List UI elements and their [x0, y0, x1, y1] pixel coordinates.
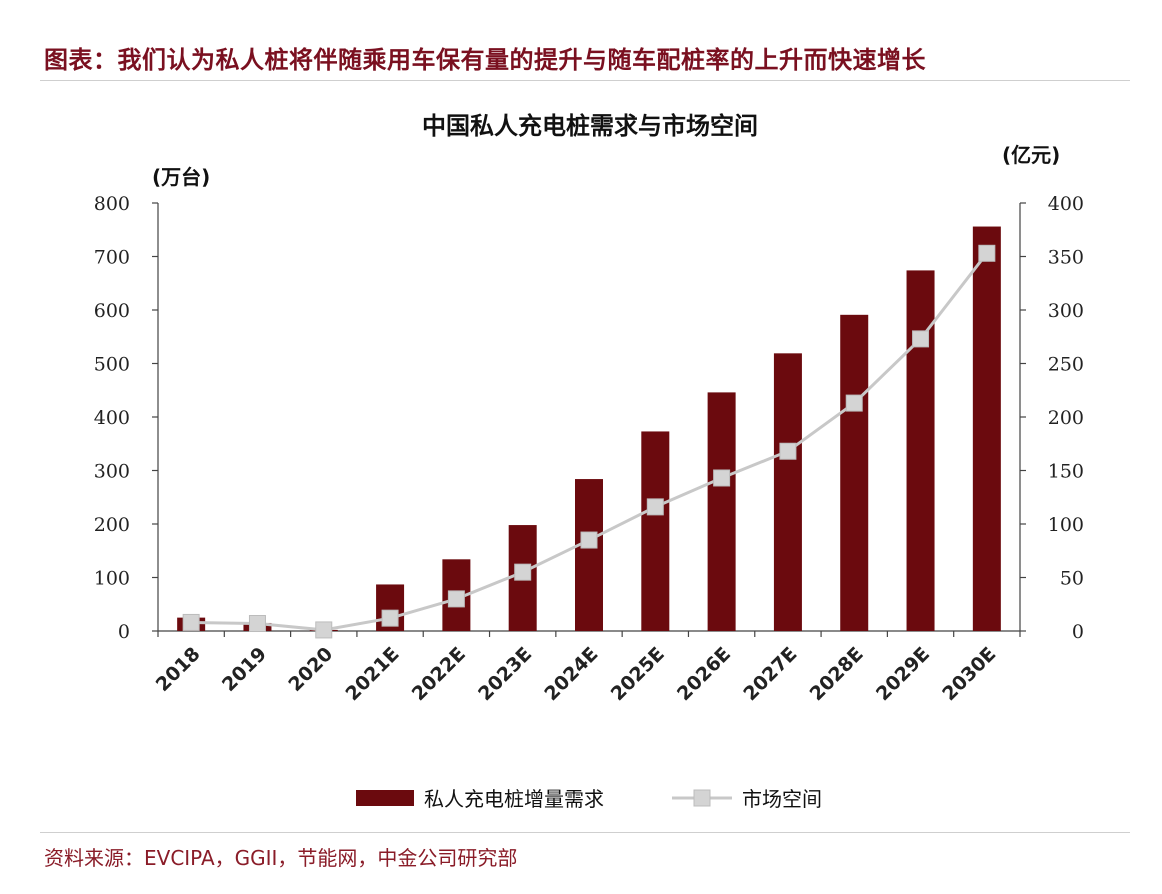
line-marker	[646, 498, 664, 516]
x-tick-label: 2020	[284, 643, 337, 696]
bar-series	[177, 226, 1001, 632]
bar	[773, 353, 802, 631]
x-tick-label: 2026E	[673, 643, 735, 705]
left-tick-label: 600	[94, 300, 130, 322]
left-tick-label: 500	[94, 354, 130, 376]
x-tick-label: 2028E	[806, 643, 868, 705]
chart-title: 中国私人充电桩需求与市场空间	[422, 112, 758, 140]
line-marker	[182, 613, 200, 631]
footer-divider	[40, 832, 1130, 833]
bar	[840, 314, 869, 631]
x-tick-label: 2022E	[408, 643, 470, 705]
right-tick-label: 300	[1048, 300, 1084, 322]
line-marker	[978, 244, 996, 262]
line-marker	[779, 442, 797, 460]
line-marker	[845, 394, 863, 412]
x-tick-label: 2021E	[341, 643, 403, 705]
line-marker	[713, 469, 731, 487]
x-tick-label: 2024E	[540, 643, 602, 705]
right-tick-label: 100	[1048, 514, 1084, 536]
bar	[707, 392, 736, 631]
x-tick-label: 2018	[152, 643, 205, 696]
left-tick-label: 0	[118, 621, 130, 643]
bar	[575, 479, 603, 631]
x-tick-label: 2019	[218, 643, 271, 696]
left-tick-label: 200	[94, 514, 130, 536]
line-marker	[248, 615, 266, 633]
left-tick-label: 700	[94, 247, 130, 269]
right-axis-unit: (亿元)	[1002, 143, 1060, 167]
legend-line-label: 市场空间	[742, 787, 822, 811]
line-marker	[315, 621, 333, 639]
line-marker	[580, 531, 598, 549]
left-tick-label: 400	[94, 407, 130, 429]
right-tick-label: 0	[1072, 621, 1084, 643]
x-tick-label: 2029E	[872, 643, 934, 705]
header-divider	[40, 80, 1130, 81]
legend-bar-label: 私人充电桩增量需求	[424, 787, 604, 811]
x-tick-label: 2023E	[474, 643, 536, 705]
left-tick-label: 100	[94, 568, 130, 590]
source-note: 资料来源：EVCIPA，GGII，节能网，中金公司研究部	[44, 846, 518, 870]
legend: 私人充电桩增量需求 市场空间	[356, 787, 822, 811]
bar	[641, 431, 670, 631]
x-axis-labels: 2018 2019 2020 2021E 2022E 2023E 2024E 2025E 202…	[152, 643, 1001, 705]
legend-line-marker	[693, 789, 711, 807]
right-tick-label: 150	[1048, 461, 1084, 483]
bar	[972, 226, 1001, 632]
right-tick-label: 250	[1048, 354, 1084, 376]
left-tick-label: 800	[94, 193, 130, 215]
right-tick-label: 350	[1048, 247, 1084, 269]
left-axis-unit: (万台)	[152, 165, 210, 189]
x-tick-label: 2025E	[607, 643, 669, 705]
axes: 0 100 200 300 400 500 600 700 800 0 50 100 150 200 250…	[94, 193, 1084, 643]
report-figure-title: 图表：我们认为私人桩将伴随乘用车保有量的提升与随车配桩率的上升而快速增长	[44, 46, 926, 74]
right-tick-label: 50	[1060, 568, 1084, 590]
line-marker	[447, 590, 465, 608]
x-tick-label: 2027E	[739, 643, 801, 705]
right-tick-label: 400	[1048, 193, 1084, 215]
x-tick-label: 2030E	[938, 643, 1000, 705]
line-marker	[381, 609, 399, 627]
right-tick-label: 200	[1048, 407, 1084, 429]
left-tick-label: 300	[94, 461, 130, 483]
line-series	[182, 244, 996, 639]
line-marker	[912, 330, 930, 348]
legend-bar-swatch	[356, 790, 414, 806]
line-marker	[514, 563, 532, 581]
